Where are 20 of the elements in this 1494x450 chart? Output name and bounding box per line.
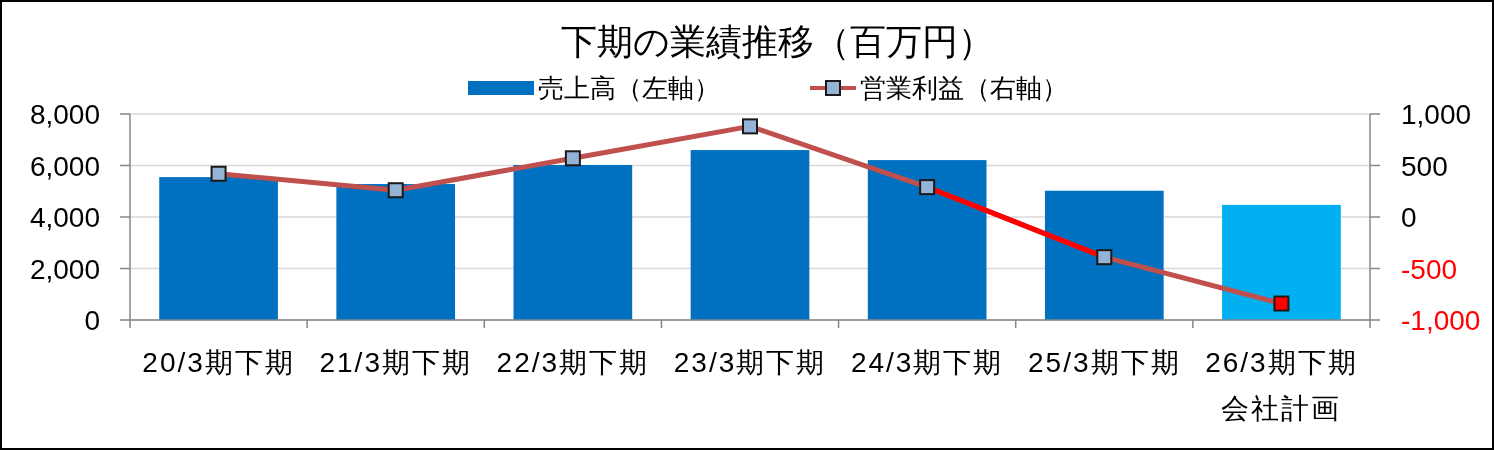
y2-tick-label: 1,000	[1401, 99, 1472, 130]
y2-tick-label: -1,000	[1401, 305, 1481, 336]
y-tick-label: 8,000	[29, 99, 100, 130]
x-tick-label: 24/3期下期	[850, 347, 1004, 378]
legend-label: 売上高（左軸）	[538, 73, 720, 103]
y2-tick-label: -500	[1401, 253, 1458, 285]
x-tick-label: 20/3期下期	[142, 347, 295, 378]
y-tick-label: 6,000	[29, 150, 100, 182]
x-tick-label: 25/3期下期	[1028, 347, 1181, 378]
x-tick-label: 21/3期下期	[319, 347, 472, 378]
x-tick-label: 26/3期下期会社計画	[1205, 347, 1358, 424]
x-tick-label: 23/3期下期	[673, 347, 827, 378]
x-tick-label: 22/3期下期	[496, 347, 650, 378]
y-tick-label: 2,000	[29, 253, 100, 285]
y2-tick-label: 0	[1401, 202, 1417, 233]
y-tick-label: 4,000	[29, 202, 100, 233]
legend-label: 営業利益（右軸）	[860, 73, 1068, 103]
y-tick-label: 0	[84, 305, 100, 336]
title: 下期の業績推移（百万円）	[560, 21, 994, 62]
y2-tick-label: 500	[1401, 150, 1448, 182]
